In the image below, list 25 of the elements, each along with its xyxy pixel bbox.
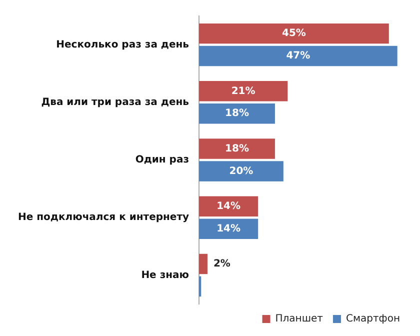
bar: [199, 161, 284, 182]
y-tick-label: Один раз: [135, 154, 190, 166]
y-tick-label: Несколько раз за день: [56, 39, 190, 50]
data-label: 21%: [231, 86, 256, 97]
data-label: 47%: [286, 50, 310, 62]
data-label: 18%: [225, 108, 249, 120]
bar: [199, 254, 208, 274]
bar: [199, 81, 288, 102]
bar: [199, 46, 398, 66]
data-label: 14%: [216, 223, 241, 234]
data-label: 18%: [225, 143, 249, 154]
bar: [199, 196, 258, 216]
y-tick-label: Не подключался к интернету: [18, 212, 190, 224]
bar: [199, 23, 389, 44]
y-tick-label: Два или три раза за день: [41, 96, 190, 108]
data-label: 45%: [282, 28, 306, 40]
bar: [199, 138, 275, 159]
legend-label: Планшет: [275, 314, 324, 325]
data-label: 20%: [229, 166, 254, 177]
y-tick-label: Не знаю: [141, 270, 190, 281]
legend-label: Смартфон: [346, 314, 400, 325]
data-label: 14%: [216, 200, 241, 212]
bar: [199, 218, 258, 239]
data-label: 2%: [213, 258, 230, 270]
bar: [199, 104, 275, 124]
